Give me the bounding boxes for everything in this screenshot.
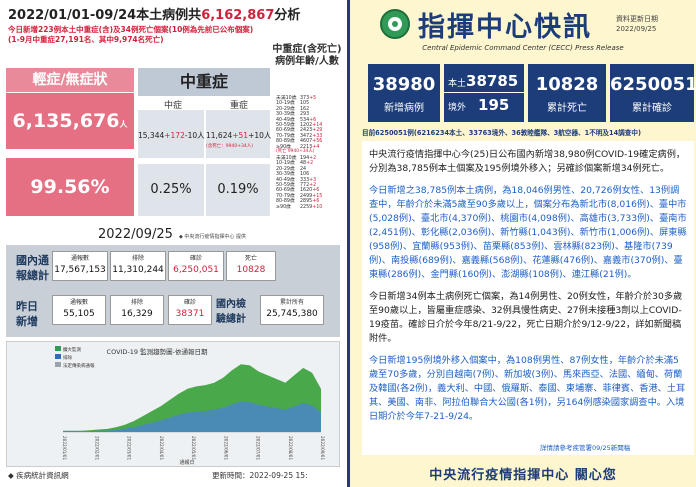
left-panel: 2022/01/01-09/24本土病例共6,162,867分析 今日新增223… (0, 0, 344, 487)
press-paragraph-3: 今日新增34例本土病例死亡個案，為14例男性、20例女性，年齡介於30多歲至90… (369, 291, 683, 344)
mild-label: 輕症/無症狀 (6, 68, 134, 92)
age-row: ≥90歲 2259+10 (276, 204, 323, 210)
stat-new-cases: 38980 新增病例 (368, 64, 440, 122)
total-excluded-cell: 排除 11,310,244 (110, 251, 166, 281)
critical-label: 重症 (230, 101, 249, 111)
right-panel: 指揮中心快訊 資料更新日期 2022/09/25 Central Epidemic… (347, 0, 696, 487)
footer-source: ◆ 疾病統計資訊網 (8, 471, 69, 480)
new-excluded-cell: 排除 16,329 (110, 295, 164, 325)
left-subtitle-1: 今日新增223例本土中重症(含)及34例死亡個案(10例為先前已公布個案) (8, 25, 254, 34)
stats-table: 國內通 報總計 通報數 17,567,153 排除 11,310,244 確診 6,25… (6, 245, 340, 337)
age-row: 40-49歲 333+3 (276, 177, 317, 183)
total-tests-cell: 累計所有 25,745,380 (260, 295, 324, 325)
stat-deaths: 10828 累計死亡 (528, 64, 606, 122)
age-row: 10-19歲 105 (276, 101, 310, 107)
press-header: 指揮中心快訊 資料更新日期 2022/09/25 Central Epidemic… (350, 0, 696, 60)
age-row: 40-49歲 534+6 (276, 117, 317, 123)
press-paragraph-2: 今日新增之38,785例本土病例，為18,046例男性、20,726例女性、13… (369, 185, 687, 280)
x-tick-label: 2022/01/01 (62, 436, 67, 460)
update-date: 資料更新日期 2022/09/25 (616, 15, 658, 33)
cumulative-summary: 目前6250051例(6216234本土、33763境外、36敦睦艦隊、3航空器… (362, 129, 641, 137)
critical-percent: 0.19% (206, 164, 270, 216)
cecc-logo-icon (380, 9, 410, 39)
cecc-subtitle: Central Epidemic Command Center (CECC) P… (422, 44, 624, 52)
x-tick-label: 2022/08/01 (288, 436, 293, 460)
trend-chart: COVID-19 監測趨勢圖-依通報日期 擴大監測 排除 法定傳染病通報 2022/01… (6, 341, 340, 467)
new-reported-cell: 通報數 55,105 (52, 295, 106, 325)
age-row: 30-39歲 106 (276, 172, 310, 178)
age-row: 60-69歲 1620+6 (276, 188, 320, 194)
press-body: 中央流行疫情指揮中心今(25)日公布國內新增38,980例COVID-19確定病… (362, 141, 694, 455)
stat-local-import: 本土38785 境外 195 (444, 64, 524, 122)
legend-swatch (55, 354, 61, 359)
report-date: 2022/09/25 ◆ 中央流行疫情指揮中心 提供 (98, 227, 246, 242)
age-row: 70-79歲 2499+15 (276, 193, 323, 199)
age-row: 80-89歲 4607+56 (276, 139, 323, 145)
age-row: 50-59歲 772+2 (276, 183, 317, 189)
age-row: 未滿10歲 194+2 (276, 156, 317, 161)
x-tick-label: 2022/02/01 (94, 436, 99, 460)
age-row: 70-79歲 3472+33 (276, 133, 323, 139)
footer-update-time: 更新時間：2022-09-25 15: (212, 471, 308, 480)
press-paragraph-1: 中央流行疫情指揮中心今(25)日公布國內新增38,980例COVID-19確定病… (369, 149, 686, 174)
mild-percent: 99.56% (6, 158, 134, 216)
total-death-cell: 死亡 10828 (226, 251, 276, 281)
stats-bar: 38980 新增病例 本土38785 境外 195 10828 累計死亡 625005… (368, 64, 696, 122)
press-paragraph-4: 今日新增195例境外移入個案中，為108例男性、87例女性，年齡介於未滿5歲至7… (369, 355, 686, 422)
moderate-percent: 0.25% (138, 164, 204, 216)
total-confirmed-cell: 確診 6,250,051 (168, 251, 224, 281)
legend-swatch (55, 362, 61, 367)
age-list-severe: 未滿10歲 373+5 10-19歲 105 20-29歲 162 30-39歲 293 40-… (276, 96, 342, 150)
stat-total-confirmed: 6250051 累計確診 (610, 64, 696, 122)
area-series-blue (63, 401, 321, 432)
total-row-label: 國內通 報總計 (16, 254, 49, 282)
severe-label: 中重症 (138, 68, 270, 96)
age-row: 未滿10歲 373+5 (276, 96, 317, 101)
x-tick-label: 2022/07/01 (256, 436, 261, 460)
press-footer: 中央流行疫情指揮中心 關心您 (429, 468, 617, 483)
age-row: 20-29歲 162 (276, 106, 310, 112)
test-row-label: 國內檢 驗總計 (216, 299, 246, 325)
legend-swatch (55, 346, 61, 351)
x-tick-label: 2022/06/01 (223, 436, 228, 460)
critical-death-note: (含死亡：9940+34人) (206, 144, 253, 149)
age-list-death: 未滿10歲 194+2 10-19歲 48+2 20-29歲 24 30-39歲 106 40-… (276, 156, 342, 210)
press-release-link[interactable]: 詳情請參考疾管署09/25新聞稿 (540, 444, 631, 452)
age-row: 80-89歲 2895+6 (276, 199, 320, 205)
x-axis-label: 通報日 (179, 459, 194, 466)
legend-label: 擴大監測 (63, 346, 81, 353)
age-row: 60-69歲 2423+29 (276, 128, 323, 134)
x-tick-label: 2022/03/01 (127, 436, 132, 460)
legend-label: 法定傳染病通報 (63, 362, 95, 369)
x-tick-label: 2022/04/01 (159, 436, 164, 460)
new-confirmed-cell: 確診 38371 (168, 295, 212, 325)
total-reported-cell: 通報數 17,567,153 (52, 251, 108, 281)
x-tick-label: 2022/05/01 (191, 436, 196, 460)
legend-label: 排除 (63, 354, 72, 361)
new-row-label: 昨日 新增 (16, 300, 38, 328)
age-row: ≥90歲 2213+4 (276, 144, 320, 150)
x-tick-label: 2022/09/01 (320, 436, 325, 460)
age-row: 20-29歲 24 (276, 166, 307, 172)
age-row: 30-39歲 293 (276, 112, 310, 118)
age-header: 中重症(含死亡)病例年齡/人數 (272, 44, 342, 67)
left-title: 2022/01/01-09/24本土病例共6,162,867分析 (8, 8, 301, 23)
press-title: 指揮中心快訊 (418, 12, 592, 43)
age-row: 10-19歲 48+2 (276, 161, 314, 167)
chart-title: COVID-19 監測趨勢圖-依通報日期 (107, 347, 208, 356)
critical-count: 11,624+51+10人 (206, 110, 271, 158)
age-row: 50-59歲 1202+14 (276, 123, 323, 129)
moderate-label: 中症 (164, 101, 183, 111)
left-subtitle-2: (1-9月中重症27,191名、其中9,974名死亡) (8, 35, 164, 44)
mild-value: 6,135,676人 (6, 93, 134, 149)
moderate-count: 15,344+172-10人 (138, 110, 205, 158)
age-death-header: (死亡 9940+34人) (276, 149, 315, 154)
